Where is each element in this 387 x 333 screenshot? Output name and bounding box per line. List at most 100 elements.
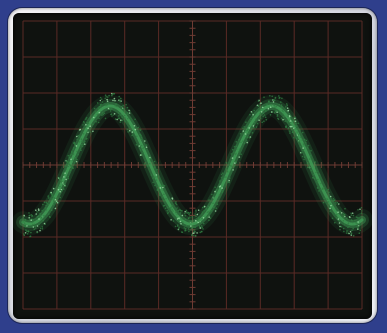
- phosphor-speck: [301, 131, 304, 134]
- phosphor-speck: [297, 122, 300, 125]
- phosphor-speck: [318, 190, 320, 192]
- phosphor-speck: [163, 185, 166, 187]
- phosphor-speck: [327, 201, 330, 203]
- phosphor-speck: [302, 143, 305, 145]
- phosphor-speck: [242, 140, 244, 142]
- phosphor-speck: [167, 206, 169, 209]
- phosphor-speck: [42, 219, 44, 222]
- phosphor-speck: [162, 184, 164, 186]
- phosphor-speck: [112, 99, 114, 102]
- phosphor-speck: [98, 111, 101, 114]
- phosphor-speck: [142, 151, 145, 154]
- phosphor-speck: [358, 225, 360, 228]
- phosphor-speck: [159, 194, 161, 197]
- phosphor-speck: [253, 109, 255, 112]
- phosphor-speck: [32, 226, 35, 228]
- phosphor-speck: [99, 99, 102, 102]
- phosphor-speck: [243, 128, 246, 131]
- phosphor-speck: [155, 179, 158, 181]
- phosphor-speck: [62, 173, 65, 175]
- phosphor-speck: [235, 152, 237, 155]
- phosphor-speck: [221, 172, 224, 174]
- phosphor-speck: [34, 225, 37, 227]
- phosphor-speck: [97, 108, 100, 110]
- phosphor-speck: [140, 154, 142, 156]
- phosphor-speck: [356, 222, 358, 225]
- phosphor-speck: [198, 225, 201, 227]
- phosphor-speck: [265, 118, 268, 121]
- phosphor-speck: [233, 165, 236, 167]
- phosphor-speck: [174, 202, 177, 205]
- phosphor-speck: [256, 104, 259, 107]
- phosphor-speck: [29, 235, 32, 237]
- phosphor-speck: [79, 136, 81, 138]
- phosphor-speck: [180, 209, 182, 212]
- phosphor-speck: [201, 211, 204, 213]
- phosphor-speck: [276, 114, 279, 116]
- phosphor-speck: [61, 190, 63, 192]
- phosphor-speck: [329, 210, 332, 213]
- phosphor-speck: [289, 125, 292, 128]
- phosphor-speck: [38, 209, 40, 212]
- phosphor-speck: [203, 210, 205, 212]
- phosphor-speck: [162, 196, 164, 198]
- phosphor-speck: [359, 208, 361, 210]
- phosphor-speck: [271, 95, 274, 98]
- phosphor-speck: [263, 114, 266, 116]
- phosphor-speck: [205, 209, 207, 211]
- phosphor-speck: [204, 217, 207, 219]
- phosphor-speck: [79, 128, 82, 131]
- phosphor-speck: [101, 114, 103, 116]
- phosphor-speck: [285, 126, 287, 129]
- phosphor-speck: [199, 231, 202, 234]
- phosphor-speck: [118, 95, 120, 98]
- phosphor-speck: [238, 156, 241, 158]
- phosphor-speck: [43, 201, 46, 203]
- phosphor-speck: [228, 179, 230, 182]
- phosphor-speck: [347, 221, 350, 223]
- phosphor-speck: [208, 214, 210, 217]
- phosphor-speck: [185, 209, 188, 212]
- phosphor-speck: [50, 209, 53, 211]
- phosphor-speck: [184, 227, 187, 230]
- phosphor-speck: [85, 118, 87, 120]
- phosphor-speck: [108, 94, 110, 97]
- phosphor-speck: [120, 113, 122, 116]
- phosphor-speck: [177, 209, 180, 212]
- phosphor-speck: [285, 125, 288, 127]
- phosphor-speck: [340, 212, 343, 214]
- phosphor-speck: [289, 121, 292, 124]
- phosphor-speck: [280, 107, 283, 109]
- phosphor-speck: [349, 216, 351, 219]
- phosphor-speck: [52, 203, 54, 206]
- phosphor-speck: [291, 128, 293, 131]
- phosphor-speck: [250, 111, 253, 113]
- phosphor-speck: [351, 212, 354, 214]
- phosphor-speck: [349, 230, 352, 233]
- phosphor-speck: [280, 101, 282, 103]
- phosphor-speck: [43, 222, 46, 225]
- phosphor-speck: [179, 220, 182, 223]
- phosphor-speck: [187, 228, 190, 230]
- phosphor-speck: [215, 188, 218, 191]
- phosphor-speck: [326, 190, 328, 192]
- phosphor-speck: [185, 224, 188, 227]
- phosphor-speck: [99, 104, 102, 106]
- phosphor-speck: [351, 219, 353, 222]
- phosphor-speck: [70, 151, 73, 154]
- phosphor-speck: [66, 163, 68, 166]
- phosphor-speck: [109, 108, 111, 110]
- phosphor-speck: [246, 141, 248, 144]
- phosphor-speck: [155, 174, 158, 176]
- phosphor-speck: [77, 153, 79, 156]
- phosphor-speck: [352, 224, 355, 227]
- phosphor-speck: [117, 117, 120, 120]
- phosphor-speck: [96, 113, 99, 116]
- phosphor-speck: [285, 106, 287, 108]
- phosphor-speck: [50, 191, 52, 194]
- phosphor-speck: [225, 176, 227, 178]
- phosphor-speck: [201, 206, 204, 209]
- phosphor-speck: [196, 213, 199, 216]
- phosphor-speck: [112, 114, 115, 116]
- phosphor-speck: [253, 126, 255, 129]
